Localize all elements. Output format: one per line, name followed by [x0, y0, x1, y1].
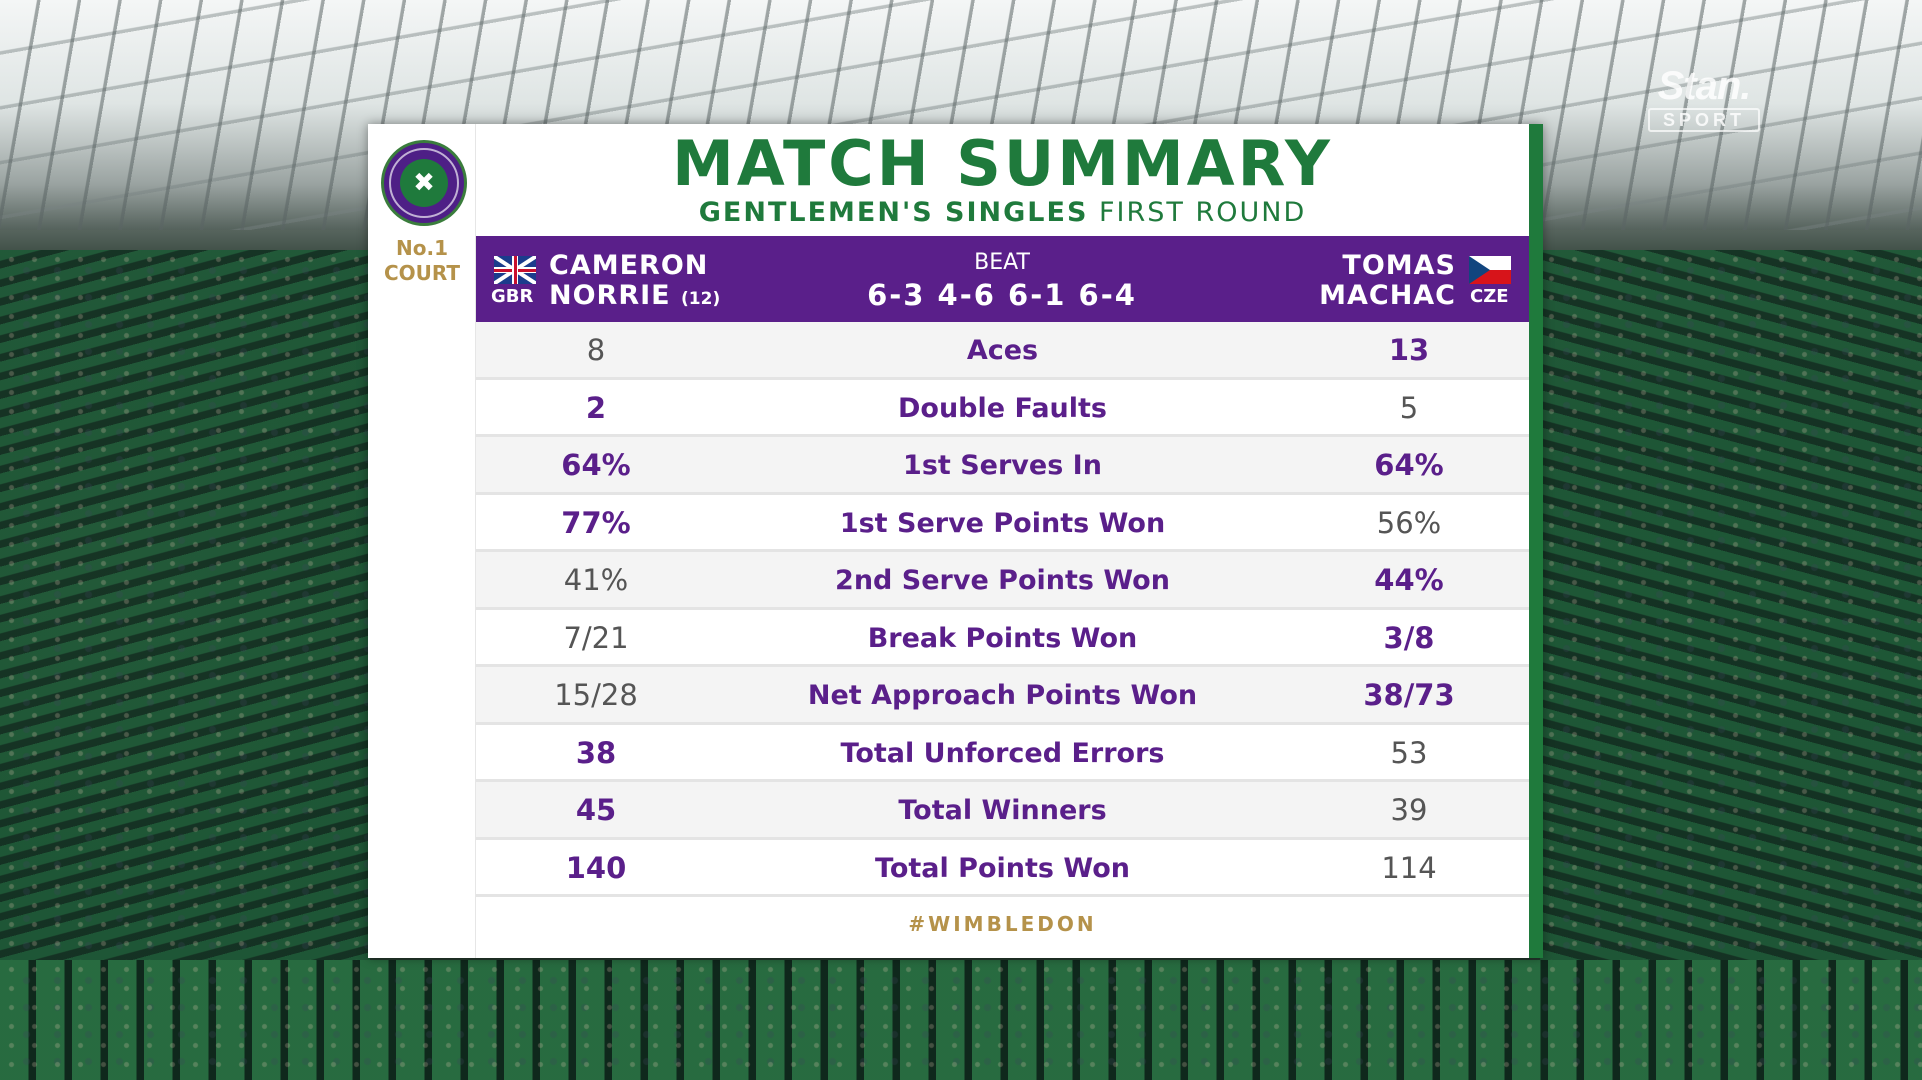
stat-row: 140 Total Points Won 114 — [476, 839, 1529, 897]
player2-stat: 5 — [1399, 390, 1419, 425]
stat-row: 15/28 Net Approach Points Won 38/73 — [476, 667, 1529, 725]
stat-row: 7/21 Break Points Won 3/8 — [476, 609, 1529, 667]
broadcaster-sub: SPORT — [1648, 108, 1760, 132]
stat-label: Break Points Won — [867, 622, 1138, 654]
player1-stat: 45 — [575, 793, 617, 827]
match-score: 6-3 4-6 6-1 6-4 — [867, 278, 1137, 312]
player2-country: CZE — [1470, 286, 1509, 307]
player2-first-name: TOMAS — [1342, 250, 1456, 281]
page-title: MATCH SUMMARY — [672, 127, 1333, 200]
player1-country: GBR — [491, 286, 534, 307]
stat-row: 8 Aces 13 — [476, 322, 1529, 380]
stat-row: 41% 2nd Serve Points Won 44% — [476, 552, 1529, 610]
player1-seed: (12) — [681, 289, 721, 309]
result-label: BEAT — [974, 250, 1030, 275]
player2-stat: 13 — [1388, 333, 1430, 367]
stat-label: Total Unforced Errors — [840, 737, 1165, 769]
stat-row: 45 Total Winners 39 — [476, 782, 1529, 840]
player2-stat: 39 — [1390, 793, 1428, 827]
player1-stat: 2 — [585, 390, 607, 425]
player1-stat: 64% — [561, 448, 631, 482]
player2-stat: 114 — [1381, 850, 1437, 885]
player2-stat: 56% — [1376, 505, 1442, 540]
side-column: ✖ No.1 COURT — [368, 124, 476, 958]
court-label: No.1 COURT — [368, 236, 476, 286]
court-number: No.1 — [396, 236, 448, 260]
stat-row: 64% 1st Serves In 64% — [476, 437, 1529, 495]
player2-stat: 44% — [1374, 563, 1444, 597]
panel-green-edge — [1529, 124, 1543, 958]
wimbledon-logo-icon: ✖ — [381, 140, 467, 226]
player2-stat: 38/73 — [1363, 678, 1455, 712]
stat-row: 38 Total Unforced Errors 53 — [476, 724, 1529, 782]
stats-table: 8 Aces 13 2 Double Faults 5 64% 1st Serv… — [476, 322, 1529, 897]
event-round: FIRST ROUND — [1099, 197, 1307, 228]
stat-label: Aces — [966, 335, 1039, 366]
stat-label: Net Approach Points Won — [807, 680, 1198, 711]
broadcaster-brand: Stan. — [1657, 64, 1752, 108]
player2-stat: 3/8 — [1383, 620, 1435, 655]
stat-row: 77% 1st Serve Points Won 56% — [476, 494, 1529, 552]
player1-stat: 41% — [563, 563, 629, 597]
stat-label: Total Winners — [898, 795, 1107, 826]
match-header: GBR CAMERON NORRIE (12) BEAT 6-3 4-6 6-1… — [476, 236, 1529, 322]
player2-stat: 53 — [1390, 735, 1428, 770]
player1-last-name: NORRIE (12) — [549, 280, 720, 315]
stands-right — [1540, 250, 1922, 1080]
event-name: GENTLEMEN'S SINGLES — [698, 197, 1089, 228]
player1-stat: 7/21 — [563, 620, 629, 655]
player1-stat: 77% — [561, 505, 631, 540]
uk-flag-icon — [494, 256, 536, 284]
hashtag: #WIMBLEDON — [908, 912, 1097, 936]
stat-label: 1st Serves In — [903, 450, 1102, 481]
stat-label: 2nd Serve Points Won — [835, 565, 1170, 596]
player2-stat: 64% — [1374, 448, 1444, 482]
player1-stat: 140 — [565, 850, 627, 885]
stands-bottom — [0, 960, 1922, 1080]
broadcaster-logo: Stan. SPORT — [1648, 66, 1760, 132]
stat-row: 2 Double Faults 5 — [476, 379, 1529, 437]
player1-surname: NORRIE — [549, 280, 671, 311]
court-word: COURT — [383, 261, 461, 285]
player1-stat: 15/28 — [554, 678, 638, 712]
player1-first-name: CAMERON — [549, 250, 709, 281]
czech-flag-icon — [1469, 256, 1511, 284]
player2-last-name: MACHAC — [1319, 280, 1456, 311]
stat-label: 1st Serve Points Won — [839, 507, 1166, 539]
player1-stat: 38 — [575, 735, 617, 770]
stat-label: Total Points Won — [875, 852, 1130, 884]
player1-stat: 8 — [586, 333, 606, 367]
event-subtitle: GENTLEMEN'S SINGLES FIRST ROUND — [476, 196, 1529, 230]
stat-label: Double Faults — [897, 392, 1107, 424]
stands-left — [0, 250, 370, 1080]
